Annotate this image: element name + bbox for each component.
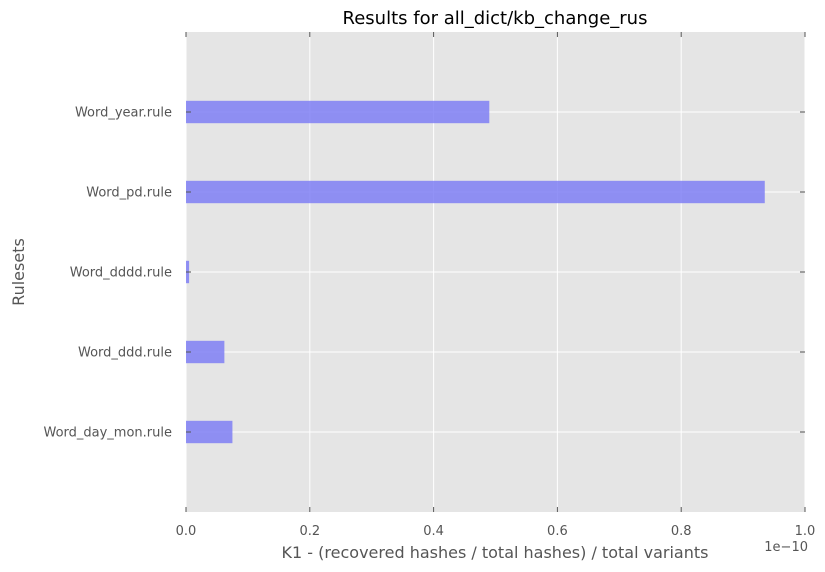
x-offset-label: 1e−10 bbox=[764, 540, 808, 555]
bar bbox=[186, 100, 490, 124]
x-tick-label: 0.6 bbox=[547, 524, 568, 539]
chart-title: Results for all_dict/kb_change_rus bbox=[343, 8, 648, 29]
y-tick-label: Word_dddd.rule bbox=[70, 266, 172, 281]
y-tick-label: Word_year.rule bbox=[75, 106, 172, 121]
bar bbox=[186, 180, 765, 204]
bar bbox=[186, 340, 225, 364]
y-tick-labels: Word_day_mon.rule Word_ddd.rule Word_dddd.… bbox=[43, 106, 172, 441]
ticks bbox=[185, 32, 806, 512]
y-tick-label: Word_pd.rule bbox=[86, 186, 172, 201]
x-tick-label: 0.8 bbox=[671, 524, 692, 539]
x-axis-label: K1 - (recovered hashes / total hashes) /… bbox=[282, 543, 709, 562]
x-tick-labels: 0.0 0.2 0.4 0.6 0.8 1.0 bbox=[176, 524, 816, 539]
x-tick-label: 0.4 bbox=[423, 524, 444, 539]
x-tick-label: 1.0 bbox=[795, 524, 816, 539]
x-tick-label: 0.0 bbox=[176, 524, 197, 539]
y-tick-label: Word_day_mon.rule bbox=[43, 426, 172, 441]
y-axis-label: Rulesets bbox=[9, 238, 28, 306]
x-tick-label: 0.2 bbox=[299, 524, 320, 539]
y-tick-label: Word_ddd.rule bbox=[78, 346, 172, 361]
bar bbox=[186, 420, 233, 444]
